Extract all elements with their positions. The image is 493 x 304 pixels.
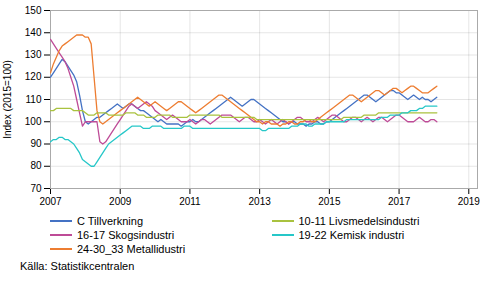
svg-text:2011: 2011 bbox=[179, 196, 201, 207]
html-text:24-30_33 Metallidustri: 24-30_33 Metallidustri bbox=[77, 243, 186, 255]
svg-text:2019: 2019 bbox=[458, 196, 481, 207]
svg-text:2013: 2013 bbox=[249, 196, 272, 207]
svg-text:150: 150 bbox=[25, 5, 42, 16]
svg-text:2015: 2015 bbox=[318, 196, 341, 207]
svg-text:2009: 2009 bbox=[109, 196, 132, 207]
html-text:C Tillverkning: C Tillverkning bbox=[77, 215, 143, 227]
svg-text:120: 120 bbox=[25, 71, 42, 82]
svg-text:90: 90 bbox=[30, 138, 42, 149]
html-text:16-17 Skogsindustri: 16-17 Skogsindustri bbox=[77, 229, 175, 241]
svg-text:100: 100 bbox=[25, 116, 42, 127]
svg-text:2017: 2017 bbox=[388, 196, 411, 207]
svg-text:2007: 2007 bbox=[39, 196, 62, 207]
svg-text:80: 80 bbox=[30, 160, 42, 171]
svg-text:130: 130 bbox=[25, 49, 42, 60]
svg-text:110: 110 bbox=[26, 94, 42, 105]
html-text:19-22 Kemisk industri: 19-22 Kemisk industri bbox=[298, 229, 405, 241]
html-text:10-11 Livsmedelsindustri: 10-11 Livsmedelsindustri bbox=[298, 215, 420, 227]
svg-text:Index (2015=100): Index (2015=100) bbox=[2, 60, 13, 139]
svg-text:70: 70 bbox=[30, 183, 42, 194]
html-text:Källa: Statistikcentralen: Källa: Statistikcentralen bbox=[20, 260, 135, 272]
svg-text:140: 140 bbox=[25, 27, 42, 38]
